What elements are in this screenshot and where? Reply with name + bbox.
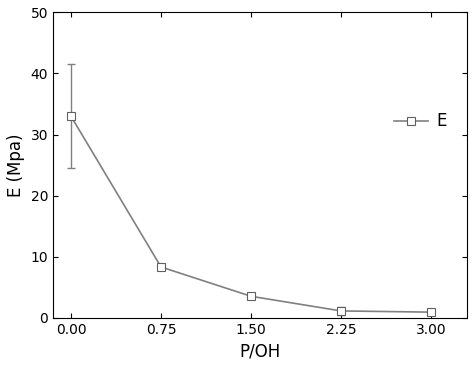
Legend: E: E: [394, 112, 447, 130]
X-axis label: P/OH: P/OH: [239, 342, 281, 360]
E: [248, 294, 254, 298]
E: [68, 114, 74, 119]
E: [158, 265, 164, 269]
Line: E: E: [67, 112, 435, 316]
E: [428, 310, 434, 315]
Y-axis label: E (Mpa): E (Mpa): [7, 133, 25, 197]
E: [338, 309, 344, 313]
